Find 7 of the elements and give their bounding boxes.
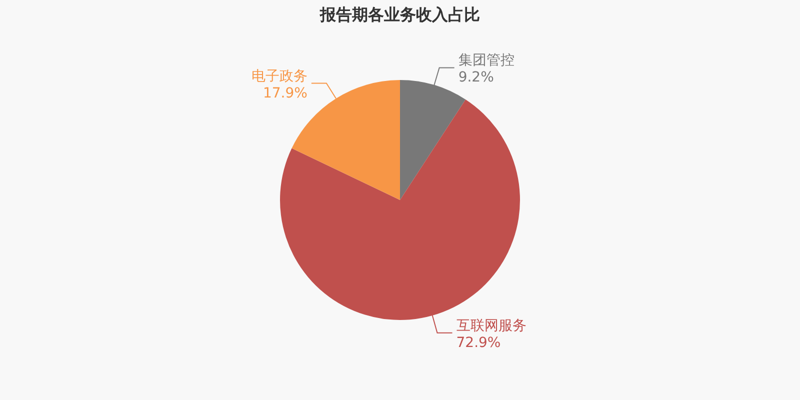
chart-title: 报告期各业务收入占比: [319, 5, 480, 24]
data-label: 17.9%: [262, 85, 308, 102]
slice-label: 互联网服务: [456, 318, 526, 334]
data-label: 72.9%: [456, 334, 501, 351]
data-label: 9.2%: [458, 70, 494, 86]
slice-label: 电子政务: [251, 68, 308, 84]
slice-label: 集团管控: [458, 52, 514, 69]
